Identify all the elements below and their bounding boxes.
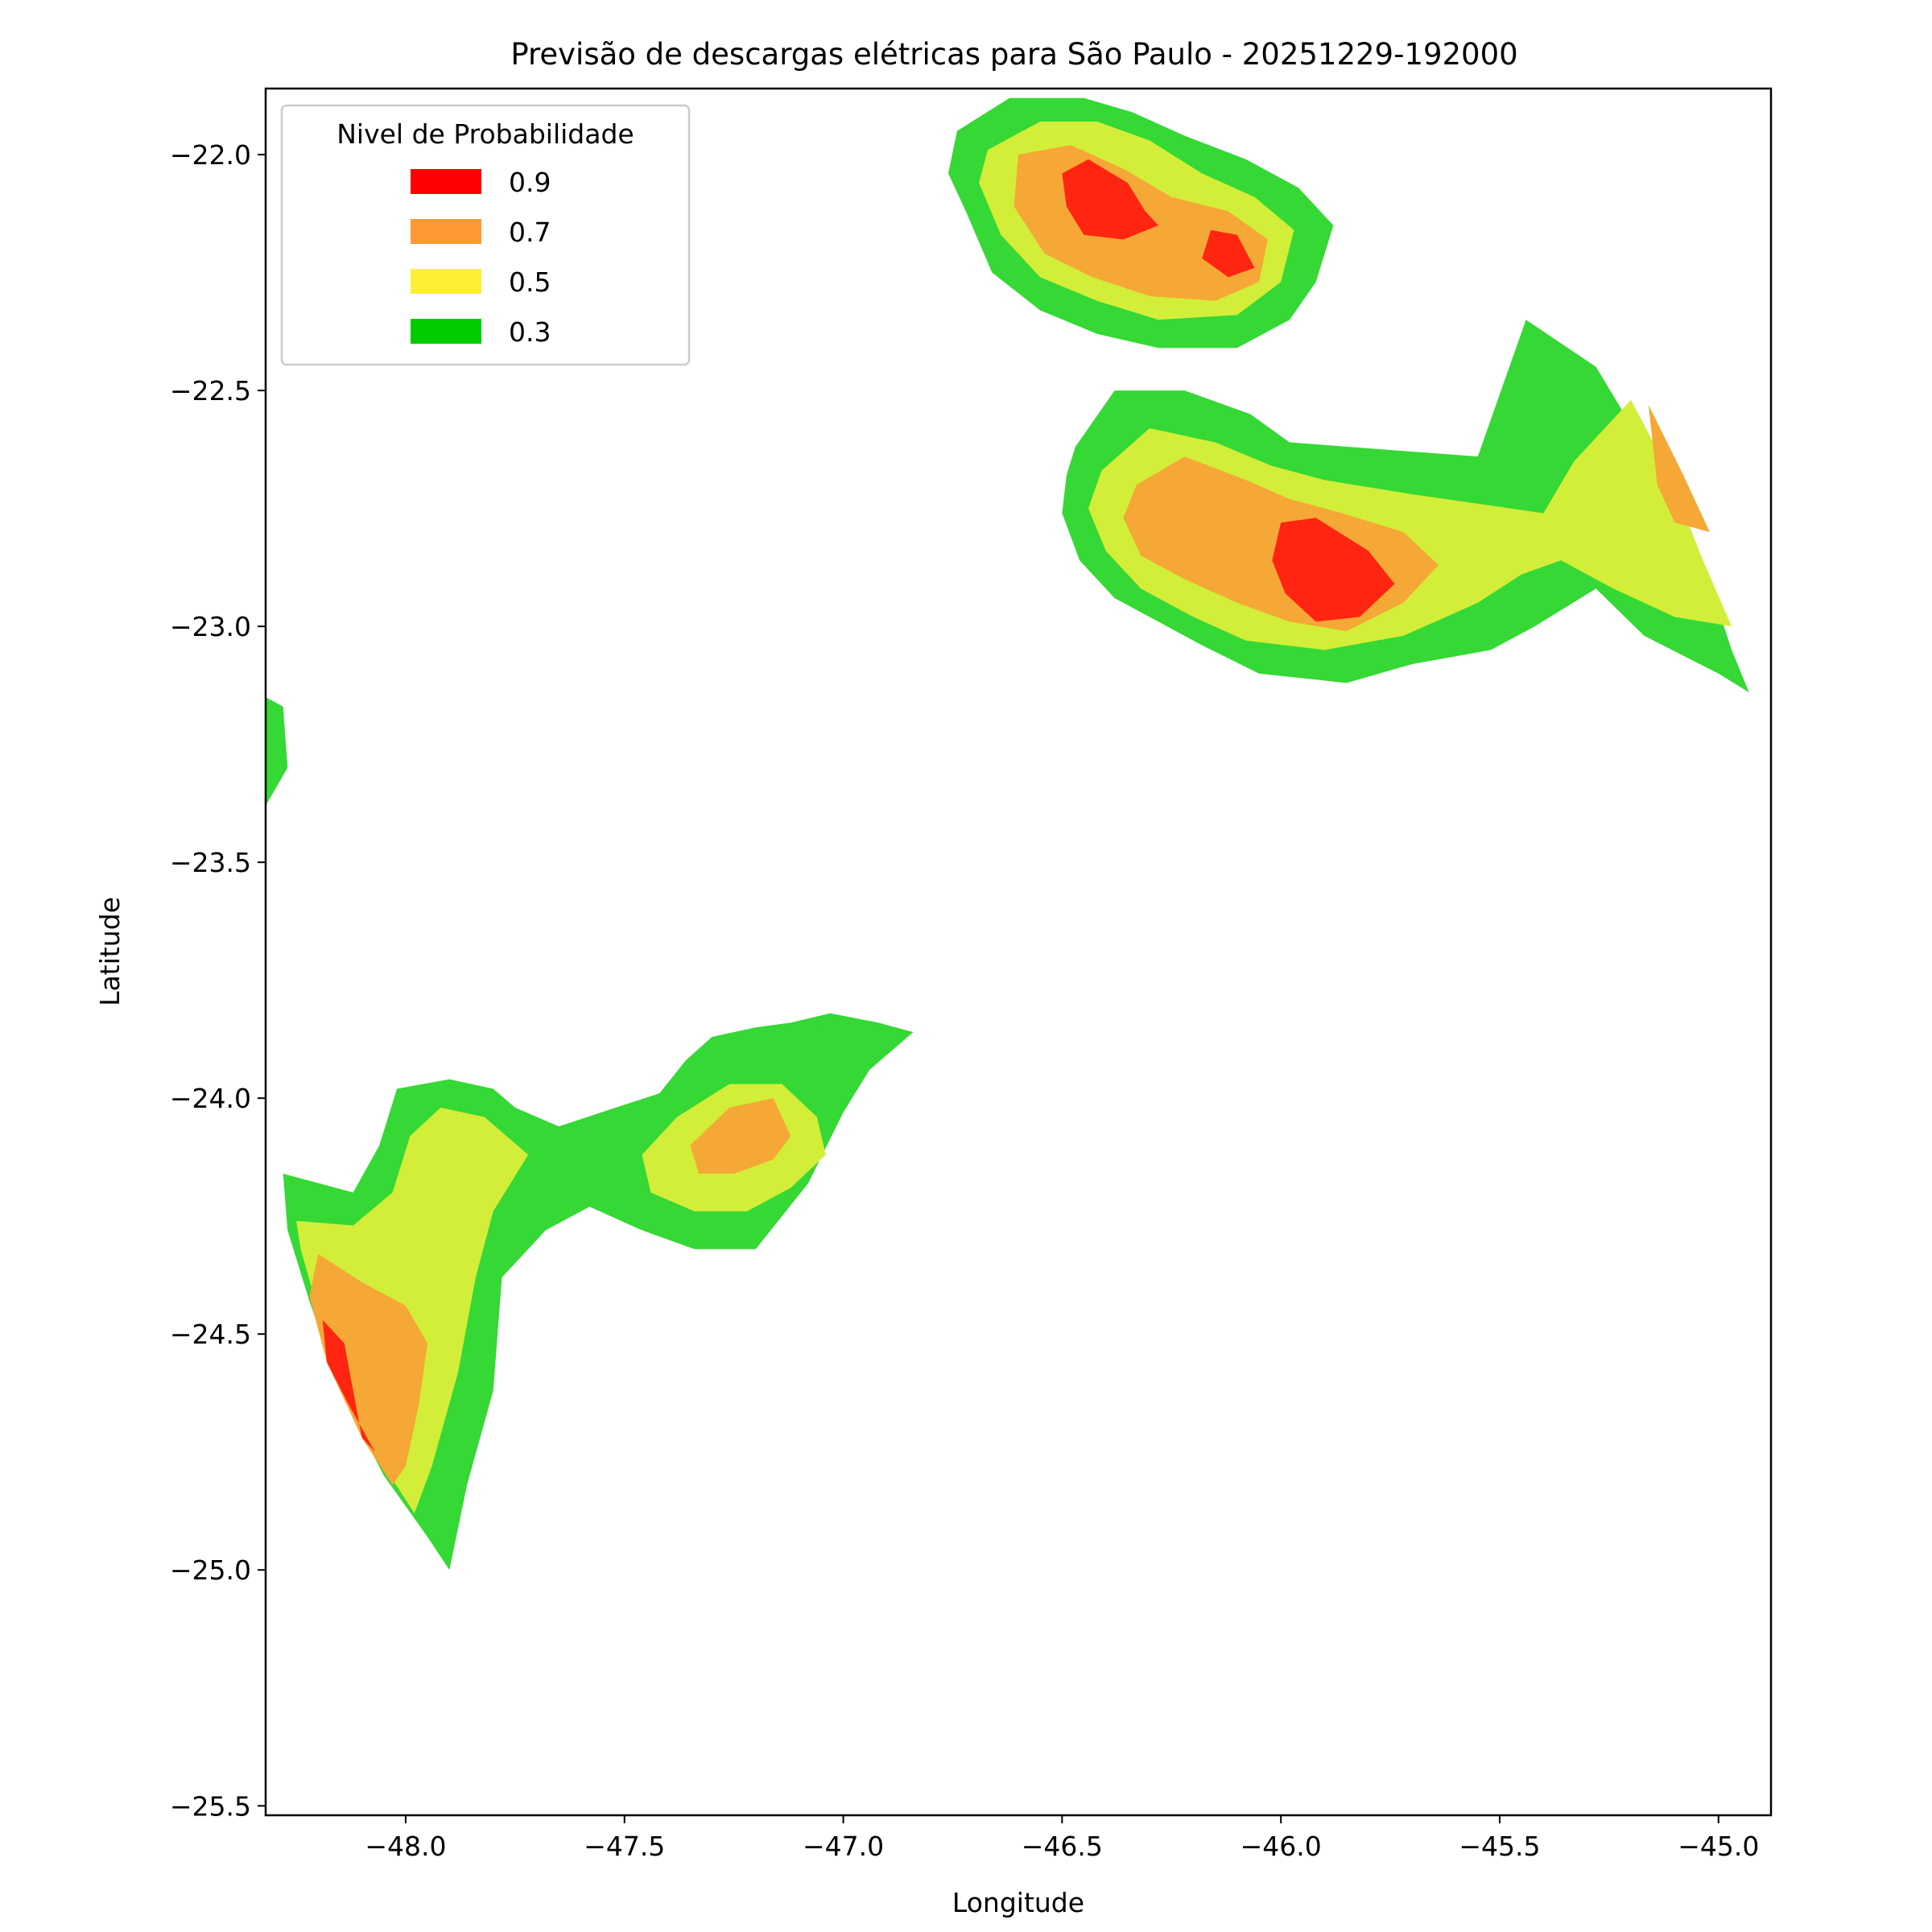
y-axis: −22.0 −22.5 −23.0 −23.5 −24.0 −24.5 −25.0 −25.5 <box>170 139 266 1822</box>
y-tick-label: −25.5 <box>170 1790 251 1822</box>
y-tick-label: −23.0 <box>170 611 251 642</box>
y-tick-label: −23.5 <box>170 847 251 878</box>
contour-region-southwest-cell-17 <box>690 1098 791 1174</box>
contour-region-northeast-cell-top-3 <box>1062 159 1158 240</box>
legend-swatch <box>411 219 481 244</box>
legend-label: 0.5 <box>509 266 551 298</box>
x-axis-label: Longitude <box>952 1887 1084 1918</box>
legend-label: 0.9 <box>509 167 551 198</box>
contour-region-northeast-cell-main-8 <box>1272 518 1395 622</box>
contour-region-northeast-cell-top-4 <box>1202 229 1255 278</box>
contour-region-southwest-cell-15 <box>322 1319 375 1452</box>
contour-regions <box>266 97 1749 1571</box>
x-tick-label: −45.0 <box>1678 1831 1759 1862</box>
contour-region-southwest-cell-13 <box>296 1107 529 1513</box>
contour-region-northeast-edge-orange-9 <box>1648 404 1710 532</box>
y-tick-label: −24.5 <box>170 1319 251 1350</box>
contour-region-southwest-cell-14 <box>309 1253 428 1485</box>
legend-swatch <box>411 269 481 294</box>
x-tick-label: −46.0 <box>1241 1831 1322 1862</box>
x-tick-label: −45.5 <box>1459 1831 1540 1862</box>
legend: Nivel de Probabilidade 0.9 0.7 0.5 0.3 <box>280 104 691 366</box>
y-tick-label: −22.5 <box>170 375 251 407</box>
y-tick-label: −24.0 <box>170 1083 251 1114</box>
contour-region-west-edge-sliver-10 <box>266 697 288 806</box>
legend-swatch <box>411 169 481 194</box>
y-tick-label: −22.0 <box>170 139 251 171</box>
legend-entries: 0.9 0.7 0.5 0.3 <box>411 167 551 348</box>
x-tick-label: −46.5 <box>1022 1831 1103 1862</box>
chart-title: Previsão de descargas elétricas para São… <box>510 37 1517 72</box>
legend-frame <box>280 104 691 366</box>
x-tick-label: −48.0 <box>365 1831 446 1862</box>
legend-title: Nivel de Probabilidade <box>336 118 634 150</box>
y-tick-label: −25.0 <box>170 1554 251 1586</box>
contour-region-small-green-spot-18 <box>812 1022 835 1037</box>
plot-frame <box>264 87 1773 1817</box>
legend-label: 0.7 <box>509 217 551 248</box>
legend-label: 0.3 <box>509 316 551 348</box>
legend-swatch <box>411 319 481 344</box>
y-axis-label: Latitude <box>94 897 126 1006</box>
x-tick-label: −47.5 <box>584 1831 665 1862</box>
x-axis: −48.0 −47.5 −47.0 −46.5 −46.0 −45.5 −45.0 <box>365 1815 1759 1862</box>
plot-area <box>266 89 1771 1815</box>
x-tick-label: −47.0 <box>803 1831 884 1862</box>
